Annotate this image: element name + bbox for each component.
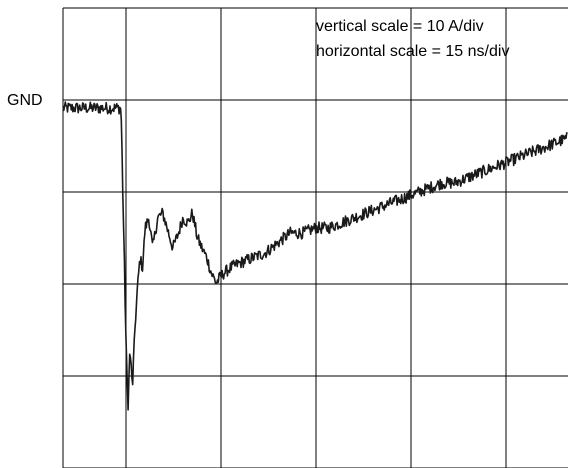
horizontal-scale-annotation: horizontal scale = 15 ns/div — [316, 43, 510, 60]
vertical-scale-annotation: vertical scale = 10 A/div — [316, 18, 484, 35]
ground-reference-label: GND — [7, 92, 43, 109]
grid — [62, 7, 568, 468]
current-waveform-trace — [62, 101, 568, 411]
